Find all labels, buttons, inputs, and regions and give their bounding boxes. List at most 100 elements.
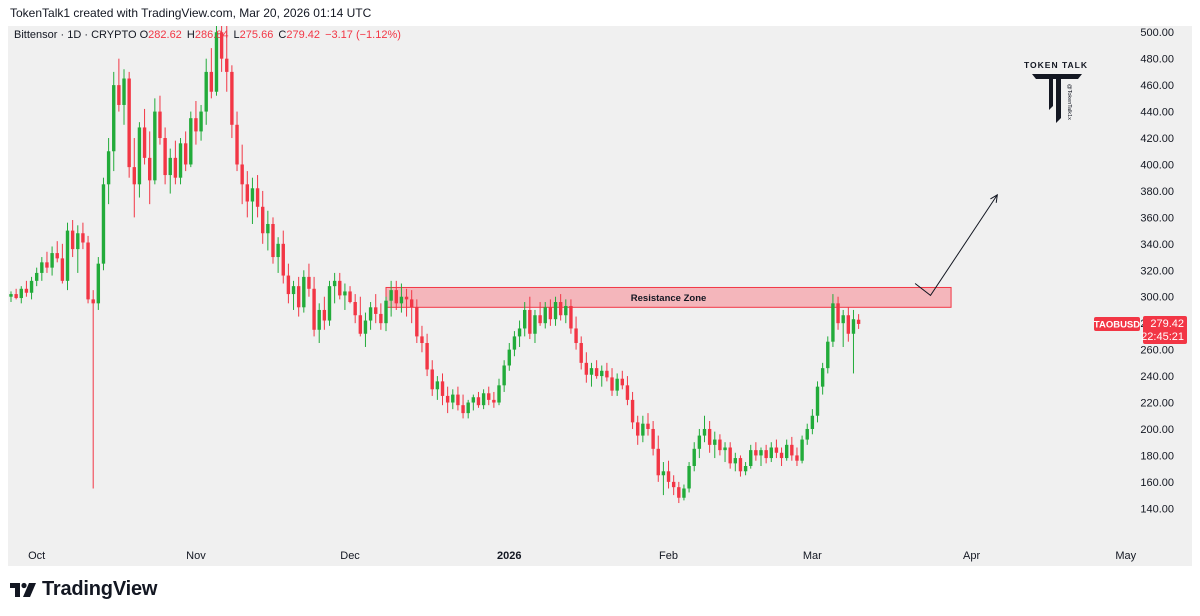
candle [255,175,260,218]
candle-body [548,307,553,320]
candle [558,294,563,321]
candle-body [677,487,681,498]
price-axis-tick-label: 220.00 [1140,398,1174,410]
candle-body [815,386,820,416]
candle [70,220,75,258]
candle-body [76,233,80,250]
candle [600,365,604,387]
candle [528,296,532,340]
candle-body [281,243,285,276]
candle [271,217,275,264]
candle-body [348,291,352,303]
annotation-layer [914,193,998,297]
price-axis-tick-label: 480.00 [1140,54,1174,66]
candle-body [625,385,630,400]
candle [29,276,34,300]
candle [209,48,214,99]
candle-body [132,167,136,185]
candle [492,391,496,408]
candle-body [24,288,29,293]
candle-body [91,299,95,304]
candle [9,291,13,303]
tradingview-logo[interactable]: TradingView [10,578,157,601]
candle [368,302,373,330]
open-label: O [139,29,149,41]
candle-body [440,381,445,396]
candle-body [14,294,18,299]
candle-body [569,305,573,329]
candle-body [784,444,789,459]
candle [615,373,619,396]
candle-body [517,328,522,337]
candle [718,434,722,456]
candle [302,270,306,313]
candle [76,225,80,273]
axis-layer: 140.00 160.00 180.00 200.00 220.00 240.00 260.… [28,26,1192,566]
candle [142,108,147,165]
candle [759,447,763,467]
candle-body [476,397,481,406]
candle-body [45,262,49,268]
symbol-legend: Bittensor · 1D · CRYPTO O282.62 H286.84 … [14,29,401,41]
candle [384,296,388,332]
candle [779,447,784,467]
candle-body [163,138,167,176]
candle [656,435,660,482]
candle [250,177,255,224]
candle-body [795,455,799,461]
candle [661,462,666,496]
tradingview-brand-text: TradingView [42,578,158,600]
candle [40,257,44,281]
candle [790,436,794,461]
candle [65,222,70,291]
candle-body [286,275,291,295]
candle [569,299,573,334]
candle [425,333,429,377]
candle [435,376,440,400]
candle [728,442,732,469]
candle [697,428,702,459]
candle-body [636,422,640,436]
candle [348,286,352,304]
candle-body [307,276,311,289]
price-axis-tick-label: 360.00 [1140,212,1174,224]
candle-body [415,307,419,337]
candle-body [671,481,676,488]
candle [774,439,779,459]
candle-body [579,343,583,363]
chart-area[interactable]: Resistance Zone 140.00 160.00 180.00 200.00… [8,26,1192,566]
candle [574,316,578,350]
candle-body [394,290,398,304]
candle-body [40,262,44,273]
candle-body [528,309,532,334]
candlestick-chart[interactable]: Resistance Zone 140.00 160.00 180.00 200.00… [8,26,1192,566]
candle [214,26,219,96]
candle-body [430,369,434,390]
candle-body [266,223,270,234]
candle [235,111,239,172]
candle [312,276,316,337]
candle-body [687,466,691,489]
candle [754,442,758,461]
candle [625,376,630,406]
candle [307,263,311,297]
candle-body [543,307,547,324]
candle-body [697,435,702,449]
candle-body [456,394,460,406]
candle [481,389,486,410]
candle-body [240,164,244,185]
price-axis-tick-label: 200.00 [1140,424,1174,436]
candle-body [291,286,296,295]
candle [379,303,383,330]
time-axis-tick-label: May [1115,550,1136,562]
candle [225,26,229,92]
candle [543,302,547,329]
candle [204,58,208,125]
candle-body [846,315,851,334]
price-axis-tick-label: 440.00 [1140,107,1174,119]
candle-body [507,349,511,366]
price-axis-tick-label: 140.00 [1140,503,1174,515]
candle-body [702,428,707,436]
candle [106,138,111,205]
candle [589,362,594,387]
